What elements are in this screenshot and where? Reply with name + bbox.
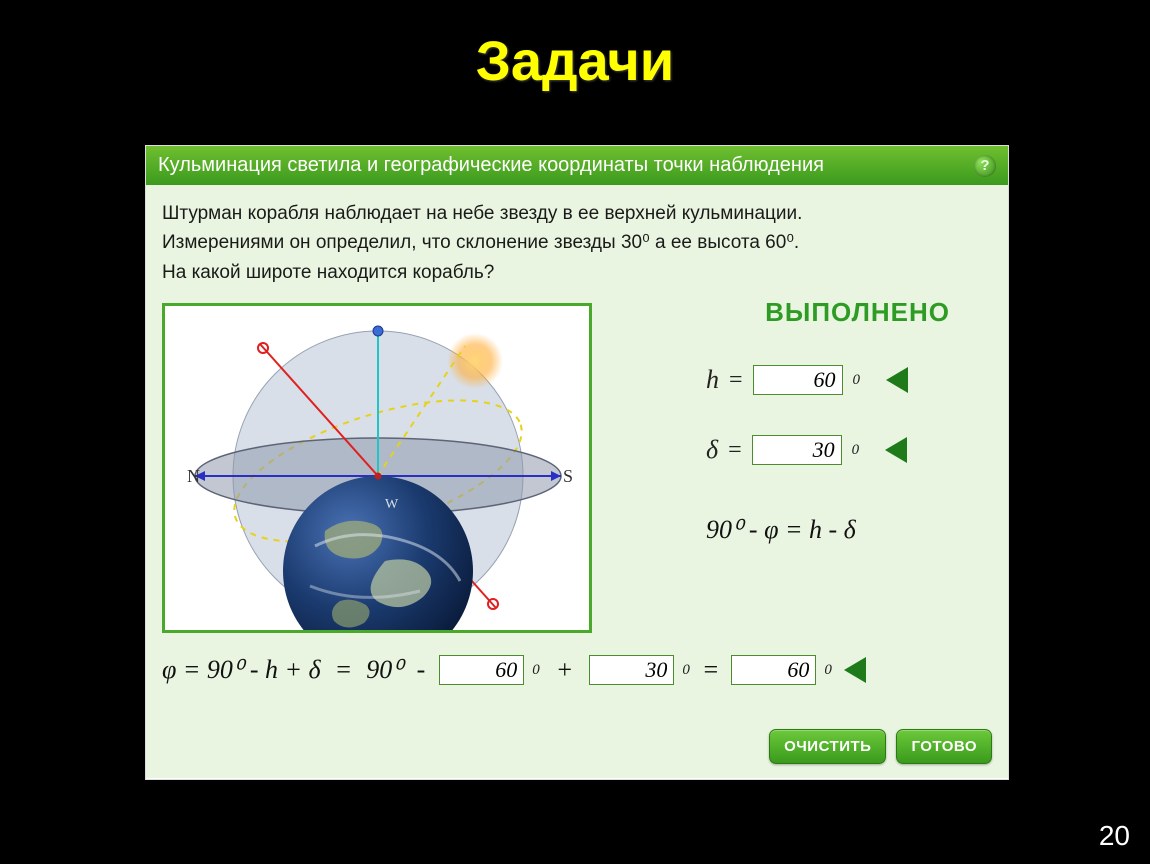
- step-delta-arrow-icon[interactable]: [885, 437, 907, 463]
- problem-line-1: Штурман корабля наблюдает на небе звезду…: [162, 199, 992, 228]
- minus-sign: -: [417, 655, 426, 685]
- clear-button[interactable]: ОЧИСТИТЬ: [769, 729, 886, 764]
- panel-body: Штурман корабля наблюдает на небе звезду…: [146, 185, 1008, 778]
- h-input[interactable]: [753, 365, 843, 395]
- status-done-label: ВЫПОЛНЕНО: [765, 297, 950, 328]
- input-row-h: h = 0: [706, 365, 908, 395]
- ninety-term: 90⁰: [366, 655, 402, 685]
- slide-title: Задачи: [0, 0, 1150, 93]
- degree-sup: 0: [682, 662, 690, 679]
- panel-header-title: Кульминация светила и географические коо…: [158, 154, 824, 177]
- delta-input[interactable]: [752, 435, 842, 465]
- bottom-equation: φ = 90⁰ - h + δ = 90⁰ - 0 + 0 = 0: [162, 655, 866, 685]
- step-result-arrow-icon[interactable]: [844, 657, 866, 683]
- var-h-label: h: [706, 365, 719, 395]
- step-h-arrow-icon[interactable]: [886, 367, 908, 393]
- eq-sign: =: [729, 367, 743, 394]
- formula-relation: 90⁰ - φ = h - δ: [706, 515, 856, 545]
- page-number: 20: [1099, 820, 1130, 852]
- problem-line-3: На какой широте находится корабль?: [162, 258, 992, 287]
- plus-sign: +: [556, 655, 574, 685]
- svg-text:W: W: [385, 497, 399, 512]
- degree-sup: 0: [532, 662, 540, 679]
- svg-text:S: S: [563, 466, 573, 486]
- diagram-svg: N S: [165, 306, 589, 630]
- degree-sup: 0: [852, 442, 860, 459]
- done-button[interactable]: ГОТОВО: [896, 729, 992, 764]
- eq-sign: =: [702, 655, 720, 685]
- var-delta-label: δ: [706, 435, 718, 465]
- input-row-delta: δ = 0: [706, 435, 907, 465]
- panel-header: Кульминация светила и географические коо…: [146, 146, 1008, 185]
- phi-formula-prefix: φ = 90⁰ - h + δ: [162, 655, 321, 685]
- term-h-input[interactable]: [439, 655, 524, 685]
- term-delta-input[interactable]: [589, 655, 674, 685]
- help-icon[interactable]: ?: [974, 155, 996, 177]
- svg-text:N: N: [187, 466, 200, 486]
- button-row: ОЧИСТИТЬ ГОТОВО: [769, 729, 992, 764]
- result-phi-input[interactable]: [731, 655, 816, 685]
- celestial-diagram: N S: [162, 303, 592, 633]
- degree-sup: 0: [824, 662, 832, 679]
- eq-sign: =: [335, 655, 353, 685]
- degree-sup: 0: [853, 372, 861, 389]
- problem-text: Штурман корабля наблюдает на небе звезду…: [162, 199, 992, 287]
- problem-line-2: Измерениями он определил, что склонение …: [162, 228, 992, 257]
- eq-sign: =: [728, 437, 742, 464]
- task-panel: Кульминация светила и географические коо…: [145, 145, 1009, 780]
